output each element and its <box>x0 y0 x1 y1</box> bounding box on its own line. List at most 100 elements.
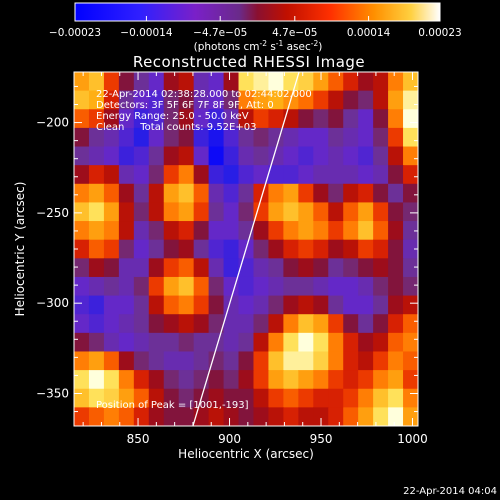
heatmap-cell <box>118 314 135 334</box>
heatmap-cell <box>118 258 135 278</box>
heatmap-cell <box>253 295 270 315</box>
heatmap-cell <box>118 370 135 390</box>
heatmap-cell <box>313 109 329 129</box>
heatmap-cell <box>403 221 418 241</box>
heatmap-cell <box>268 407 284 426</box>
heatmap-cell <box>103 72 120 92</box>
heatmap-cell <box>88 258 105 278</box>
heatmap-cell <box>328 276 344 297</box>
heatmap-cell <box>133 351 150 371</box>
heatmap-cell <box>403 202 418 222</box>
heatmap-cell <box>178 388 195 408</box>
heatmap-cell <box>403 258 418 278</box>
heatmap-cell <box>388 258 404 278</box>
heatmap-cell <box>298 295 314 315</box>
heatmap-cell <box>403 146 418 166</box>
heatmap-cell <box>373 332 389 353</box>
heatmap-cell <box>358 388 374 408</box>
heatmap-cell <box>343 388 359 408</box>
heatmap-cell <box>103 90 120 110</box>
heatmap-cell <box>358 332 374 353</box>
heatmap-cell <box>163 258 180 278</box>
heatmap-cell <box>283 146 299 166</box>
heatmap-cell <box>298 239 314 259</box>
heatmap-cell <box>193 295 210 315</box>
heatmap-cell <box>74 407 90 426</box>
heatmap-cell <box>208 183 225 204</box>
heatmap-cell <box>208 72 225 92</box>
heatmap-cell <box>358 202 374 222</box>
heatmap-cell <box>148 165 165 185</box>
heatmap-cell <box>403 314 418 334</box>
heatmap-cell <box>193 239 210 259</box>
heatmap-cell <box>388 407 404 426</box>
heatmap-cell <box>208 258 225 278</box>
heatmap-cell <box>178 351 195 371</box>
heatmap-cell <box>328 351 344 371</box>
heatmap-cell <box>238 127 255 148</box>
heatmap-cell <box>178 239 195 259</box>
heatmap-cell <box>388 351 404 371</box>
footer-timestamp: 22-Apr-2014 04:04 <box>403 486 497 497</box>
heatmap-cell <box>178 407 195 426</box>
heatmap-cell <box>103 332 120 353</box>
heatmap-cell <box>343 127 359 148</box>
colorbar-unit-label: (photons cm-2 s-1 asec-2) <box>194 39 323 53</box>
heatmap-cell <box>388 276 404 297</box>
heatmap-cell <box>133 221 150 241</box>
heatmap-cell <box>74 370 90 390</box>
heatmap-cell <box>253 332 270 353</box>
heatmap-cell <box>373 90 389 110</box>
x-tick-label: 900 <box>218 432 241 446</box>
heatmap-cell <box>268 276 284 297</box>
heatmap-cell <box>253 202 270 222</box>
heatmap-cell <box>178 332 195 353</box>
heatmap-cell <box>178 72 195 92</box>
heatmap-cell <box>253 407 270 426</box>
heatmap-cell <box>268 183 284 204</box>
heatmap-cell <box>118 407 135 426</box>
heatmap-cell <box>268 314 284 334</box>
heatmap-cell <box>313 314 329 334</box>
heatmap-cell <box>373 239 389 259</box>
heatmap-cell <box>403 351 418 371</box>
heatmap-cell <box>163 370 180 390</box>
heatmap-cell <box>283 295 299 315</box>
heatmap-cell <box>403 388 418 408</box>
heatmap-cell <box>268 258 284 278</box>
heatmap-cell <box>208 370 225 390</box>
heatmap-cell <box>313 258 329 278</box>
heatmap-cell <box>118 183 135 204</box>
heatmap-cell <box>313 370 329 390</box>
heatmap-cell <box>253 165 270 185</box>
y-tick-label: −200 <box>36 116 69 130</box>
heatmap-cell <box>403 295 418 315</box>
heatmap-cell <box>253 109 270 129</box>
heatmap-cell <box>163 388 180 408</box>
heatmap-cell <box>163 221 180 241</box>
heatmap-cell <box>358 127 374 148</box>
x-axis-label: Heliocentric X (arcsec) <box>178 447 314 461</box>
heatmap-cell <box>388 90 404 110</box>
heatmap-cell <box>388 388 404 408</box>
heatmap-cell <box>208 295 225 315</box>
heatmap-cell <box>403 109 418 129</box>
heatmap-cell <box>193 90 210 110</box>
heatmap-cell <box>193 221 210 241</box>
heatmap-cell <box>103 388 120 408</box>
heatmap-cell <box>103 183 120 204</box>
heatmap-cell <box>328 407 344 426</box>
heatmap-cell <box>88 90 105 110</box>
heatmap-cell <box>193 332 210 353</box>
heatmap-cell <box>328 202 344 222</box>
heatmap-cell <box>328 165 344 185</box>
heatmap-cell <box>268 109 284 129</box>
heatmap-cell <box>313 146 329 166</box>
heatmap-cell <box>298 314 314 334</box>
heatmap-cell <box>223 314 240 334</box>
heatmap-cell <box>298 90 314 110</box>
solar-limb-line <box>192 71 300 427</box>
annotation-energy-range: Energy Range: 25.0 - 50.0 keV <box>96 111 249 122</box>
heatmap-cell <box>103 202 120 222</box>
heatmap-cell <box>103 370 120 390</box>
